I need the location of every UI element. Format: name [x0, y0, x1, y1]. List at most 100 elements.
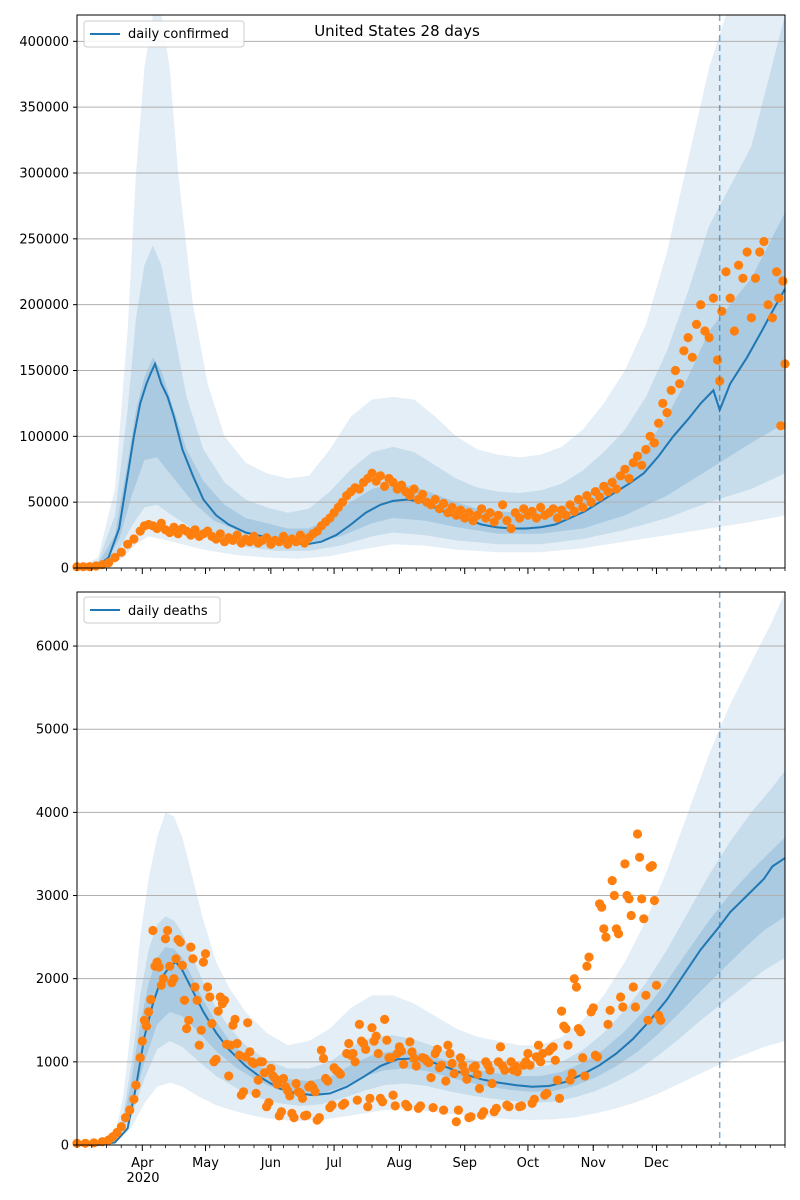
observed-point: [207, 1019, 217, 1029]
observed-point: [196, 1025, 206, 1035]
observed-point: [466, 1112, 476, 1122]
observed-point: [675, 379, 685, 389]
observed-point: [295, 530, 305, 540]
observed-point: [472, 510, 482, 520]
observed-point: [190, 525, 200, 535]
observed-point: [373, 1048, 383, 1059]
observed-point: [569, 974, 579, 984]
observed-point: [192, 995, 202, 1005]
observed-point: [651, 980, 662, 990]
observed-point: [104, 558, 114, 568]
observed-point: [352, 1095, 362, 1105]
observed-point: [350, 1057, 360, 1067]
observed-point: [523, 1048, 533, 1059]
observed-point: [182, 1024, 192, 1034]
observed-point: [611, 484, 622, 494]
observed-point: [340, 1098, 350, 1108]
x-tick-label: May: [192, 1156, 219, 1171]
confirmed-uncertainty-bands: [77, 15, 785, 568]
observed-point: [371, 1031, 381, 1041]
observed-point: [380, 1014, 390, 1024]
y-tick-label: 150000: [19, 364, 69, 379]
observed-point: [144, 1007, 154, 1017]
confirmed-model-line: [77, 288, 786, 569]
observed-point: [156, 518, 166, 528]
observed-point: [137, 1036, 147, 1046]
observed-point: [436, 1060, 447, 1070]
observed-point: [318, 1053, 329, 1064]
observed-point: [679, 346, 689, 356]
observed-point: [211, 1054, 221, 1064]
observed-point: [613, 929, 624, 939]
observed-point: [439, 1105, 449, 1115]
legend-box: [83, 596, 221, 624]
observed-point: [310, 1087, 320, 1097]
observed-point: [639, 914, 649, 924]
observed-point: [439, 498, 449, 509]
observed-point: [116, 1122, 126, 1132]
confirmed-y-ticks: 0 50000 100000 150000 200000 250000 300000 3500…: [19, 35, 77, 577]
observed-point: [643, 1015, 653, 1025]
observed-point: [232, 530, 242, 540]
observed-point: [455, 1053, 466, 1063]
observed-point: [367, 1023, 377, 1033]
observed-point: [179, 995, 190, 1005]
confirmed-observed-points: [72, 236, 790, 572]
observed-point: [603, 487, 613, 497]
observed-point: [253, 1075, 263, 1085]
observed-point: [658, 398, 668, 408]
x-tick-label: Dec: [644, 1156, 669, 1171]
observed-point: [647, 861, 657, 871]
observed-point: [512, 1067, 523, 1077]
observed-point: [645, 431, 655, 441]
observed-point: [160, 934, 171, 944]
deaths-observed-points: [72, 829, 666, 1148]
observed-point: [135, 1053, 145, 1063]
observed-point: [430, 494, 440, 505]
observed-point: [721, 267, 731, 277]
observed-point: [219, 995, 230, 1005]
observed-point: [188, 954, 198, 964]
observed-point: [595, 492, 605, 502]
observed-point: [536, 1057, 546, 1067]
observed-point: [198, 957, 208, 967]
observed-point: [576, 1027, 586, 1037]
observed-point: [603, 1019, 613, 1029]
observed-point: [717, 306, 727, 316]
observed-point: [620, 464, 630, 474]
observed-point: [445, 1048, 455, 1059]
observed-point: [120, 1113, 131, 1123]
observed-point: [605, 1005, 615, 1015]
observed-point: [637, 894, 647, 904]
observed-point: [129, 534, 139, 544]
observed-point: [215, 529, 225, 539]
deaths-x-ticks: Apr May Jun Jul Aug Sep Oct Nov Dec: [76, 1145, 786, 1171]
observed-point: [626, 910, 636, 921]
observed-point: [451, 1117, 461, 1127]
y-tick-label: 300000: [19, 167, 69, 182]
observed-point: [455, 505, 466, 515]
observed-point: [344, 1038, 354, 1049]
observed-point: [230, 1014, 240, 1024]
observed-point: [411, 1061, 421, 1071]
y-tick-label: 1000: [36, 1055, 69, 1070]
observed-point: [131, 1080, 141, 1090]
observed-point: [641, 444, 651, 455]
y-tick-label: 2000: [36, 972, 69, 987]
x-tick-label: Apr: [131, 1156, 154, 1171]
chart-title: United States 28 days: [314, 22, 480, 40]
observed-point: [266, 1063, 276, 1074]
observed-point: [495, 1042, 506, 1052]
observed-point: [700, 326, 710, 336]
observed-point: [774, 293, 784, 303]
y-tick-label: 3000: [36, 889, 69, 904]
observed-point: [472, 1069, 482, 1079]
observed-point: [460, 1067, 470, 1077]
observed-point: [498, 500, 508, 510]
observed-point: [759, 236, 769, 247]
observed-point: [670, 365, 681, 376]
observed-point: [415, 1101, 426, 1111]
observed-point: [637, 460, 647, 470]
observed-point: [354, 1019, 364, 1029]
observed-point: [123, 539, 133, 549]
